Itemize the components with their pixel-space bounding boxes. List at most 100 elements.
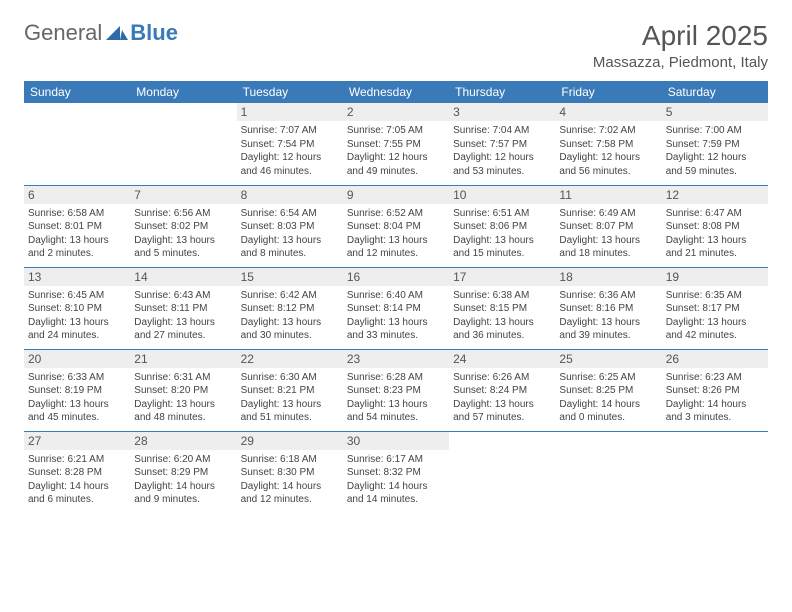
- sunrise-text: Sunrise: 6:51 AM: [453, 207, 551, 221]
- sunrise-text: Sunrise: 6:17 AM: [347, 453, 445, 467]
- sunset-text: Sunset: 8:26 PM: [666, 384, 764, 398]
- daylight-text: Daylight: 12 hours and 56 minutes.: [559, 151, 657, 178]
- day-number: 28: [130, 432, 236, 450]
- logo-text-1: General: [24, 20, 102, 46]
- day-number: 22: [237, 350, 343, 368]
- header: General Blue April 2025 Massazza, Piedmo…: [24, 20, 768, 71]
- sunrise-text: Sunrise: 7:02 AM: [559, 124, 657, 138]
- day-info: Sunrise: 6:45 AMSunset: 8:10 PMDaylight:…: [28, 289, 126, 343]
- day-info: Sunrise: 6:58 AMSunset: 8:01 PMDaylight:…: [28, 207, 126, 261]
- week-row: 6Sunrise: 6:58 AMSunset: 8:01 PMDaylight…: [24, 185, 768, 267]
- daylight-text: Daylight: 13 hours and 48 minutes.: [134, 398, 232, 425]
- daylight-text: Daylight: 13 hours and 36 minutes.: [453, 316, 551, 343]
- day-cell: 6Sunrise: 6:58 AMSunset: 8:01 PMDaylight…: [24, 185, 130, 267]
- day-number: 11: [555, 186, 661, 204]
- day-number: 9: [343, 186, 449, 204]
- sunset-text: Sunset: 8:19 PM: [28, 384, 126, 398]
- day-number: 19: [662, 268, 768, 286]
- day-cell: 9 Sunrise: 6:52 AMSunset: 8:04 PMDaylight…: [343, 185, 449, 267]
- day-info: Sunrise: 6:17 AMSunset: 8:32 PMDaylight:…: [347, 453, 445, 507]
- sunrise-text: Sunrise: 6:28 AM: [347, 371, 445, 385]
- day-number: 26: [662, 350, 768, 368]
- day-cell: 8Sunrise: 6:54 AMSunset: 8:03 PMDaylight…: [237, 185, 343, 267]
- sunrise-text: Sunrise: 6:25 AM: [559, 371, 657, 385]
- calendar-table: SundayMondayTuesdayWednesdayThursdayFrid…: [24, 81, 768, 513]
- sunset-text: Sunset: 8:23 PM: [347, 384, 445, 398]
- daylight-text: Daylight: 14 hours and 12 minutes.: [241, 480, 339, 507]
- sunset-text: Sunset: 8:04 PM: [347, 220, 445, 234]
- sunrise-text: Sunrise: 6:30 AM: [241, 371, 339, 385]
- day-header: Friday: [555, 81, 661, 103]
- day-cell: [662, 431, 768, 513]
- day-info: Sunrise: 7:04 AMSunset: 7:57 PMDaylight:…: [453, 124, 551, 178]
- day-number: 15: [237, 268, 343, 286]
- daylight-text: Daylight: 13 hours and 27 minutes.: [134, 316, 232, 343]
- day-header: Monday: [130, 81, 236, 103]
- day-number: 24: [449, 350, 555, 368]
- sunset-text: Sunset: 8:10 PM: [28, 302, 126, 316]
- daylight-text: Daylight: 13 hours and 12 minutes.: [347, 234, 445, 261]
- daylight-text: Daylight: 13 hours and 54 minutes.: [347, 398, 445, 425]
- day-info: Sunrise: 7:02 AMSunset: 7:58 PMDaylight:…: [559, 124, 657, 178]
- daylight-text: Daylight: 13 hours and 18 minutes.: [559, 234, 657, 261]
- day-header: Wednesday: [343, 81, 449, 103]
- sunrise-text: Sunrise: 6:20 AM: [134, 453, 232, 467]
- day-cell: [24, 103, 130, 185]
- day-cell: 4Sunrise: 7:02 AMSunset: 7:58 PMDaylight…: [555, 103, 661, 185]
- sunrise-text: Sunrise: 7:04 AM: [453, 124, 551, 138]
- sunrise-text: Sunrise: 6:45 AM: [28, 289, 126, 303]
- day-cell: 11Sunrise: 6:49 AMSunset: 8:07 PMDayligh…: [555, 185, 661, 267]
- sunrise-text: Sunrise: 7:00 AM: [666, 124, 764, 138]
- week-row: 1Sunrise: 7:07 AMSunset: 7:54 PMDaylight…: [24, 103, 768, 185]
- day-number: 2: [343, 103, 449, 121]
- day-cell: [449, 431, 555, 513]
- sunrise-text: Sunrise: 6:38 AM: [453, 289, 551, 303]
- sunset-text: Sunset: 8:25 PM: [559, 384, 657, 398]
- day-info: Sunrise: 6:42 AMSunset: 8:12 PMDaylight:…: [241, 289, 339, 343]
- daylight-text: Daylight: 13 hours and 8 minutes.: [241, 234, 339, 261]
- sunrise-text: Sunrise: 6:36 AM: [559, 289, 657, 303]
- daylight-text: Daylight: 12 hours and 46 minutes.: [241, 151, 339, 178]
- daylight-text: Daylight: 12 hours and 49 minutes.: [347, 151, 445, 178]
- day-info: Sunrise: 6:18 AMSunset: 8:30 PMDaylight:…: [241, 453, 339, 507]
- daylight-text: Daylight: 13 hours and 42 minutes.: [666, 316, 764, 343]
- day-number: 10: [449, 186, 555, 204]
- day-number: 27: [24, 432, 130, 450]
- sunrise-text: Sunrise: 6:54 AM: [241, 207, 339, 221]
- day-number: 23: [343, 350, 449, 368]
- daylight-text: Daylight: 14 hours and 9 minutes.: [134, 480, 232, 507]
- day-cell: 29Sunrise: 6:18 AMSunset: 8:30 PMDayligh…: [237, 431, 343, 513]
- sunrise-text: Sunrise: 6:40 AM: [347, 289, 445, 303]
- daylight-text: Daylight: 13 hours and 33 minutes.: [347, 316, 445, 343]
- day-header: Thursday: [449, 81, 555, 103]
- week-row: 20Sunrise: 6:33 AMSunset: 8:19 PMDayligh…: [24, 349, 768, 431]
- day-info: Sunrise: 6:26 AMSunset: 8:24 PMDaylight:…: [453, 371, 551, 425]
- day-cell: 24 Sunrise: 6:26 AMSunset: 8:24 PMDayligh…: [449, 349, 555, 431]
- sunset-text: Sunset: 7:54 PM: [241, 138, 339, 152]
- sunrise-text: Sunrise: 6:52 AM: [347, 207, 445, 221]
- sunset-text: Sunset: 8:12 PM: [241, 302, 339, 316]
- day-cell: 17Sunrise: 6:38 AMSunset: 8:15 PMDayligh…: [449, 267, 555, 349]
- sunset-text: Sunset: 8:32 PM: [347, 466, 445, 480]
- day-info: Sunrise: 7:00 AMSunset: 7:59 PMDaylight:…: [666, 124, 764, 178]
- sunset-text: Sunset: 8:15 PM: [453, 302, 551, 316]
- sunrise-text: Sunrise: 6:31 AM: [134, 371, 232, 385]
- day-info: Sunrise: 6:47 AMSunset: 8:08 PMDaylight:…: [666, 207, 764, 261]
- sunset-text: Sunset: 7:59 PM: [666, 138, 764, 152]
- sunset-text: Sunset: 8:28 PM: [28, 466, 126, 480]
- day-info: Sunrise: 6:23 AMSunset: 8:26 PMDaylight:…: [666, 371, 764, 425]
- day-info: Sunrise: 6:52 AMSunset: 8:04 PMDaylight:…: [347, 207, 445, 261]
- day-info: Sunrise: 6:21 AMSunset: 8:28 PMDaylight:…: [28, 453, 126, 507]
- sunrise-text: Sunrise: 6:43 AM: [134, 289, 232, 303]
- day-cell: 22Sunrise: 6:30 AMSunset: 8:21 PMDayligh…: [237, 349, 343, 431]
- daylight-text: Daylight: 13 hours and 30 minutes.: [241, 316, 339, 343]
- day-cell: 20Sunrise: 6:33 AMSunset: 8:19 PMDayligh…: [24, 349, 130, 431]
- day-number: 7: [130, 186, 236, 204]
- sunset-text: Sunset: 8:29 PM: [134, 466, 232, 480]
- sunset-text: Sunset: 8:02 PM: [134, 220, 232, 234]
- daylight-text: Daylight: 13 hours and 2 minutes.: [28, 234, 126, 261]
- day-cell: 19Sunrise: 6:35 AMSunset: 8:17 PMDayligh…: [662, 267, 768, 349]
- sunrise-text: Sunrise: 6:26 AM: [453, 371, 551, 385]
- day-number: 1: [237, 103, 343, 121]
- day-info: Sunrise: 6:25 AMSunset: 8:25 PMDaylight:…: [559, 371, 657, 425]
